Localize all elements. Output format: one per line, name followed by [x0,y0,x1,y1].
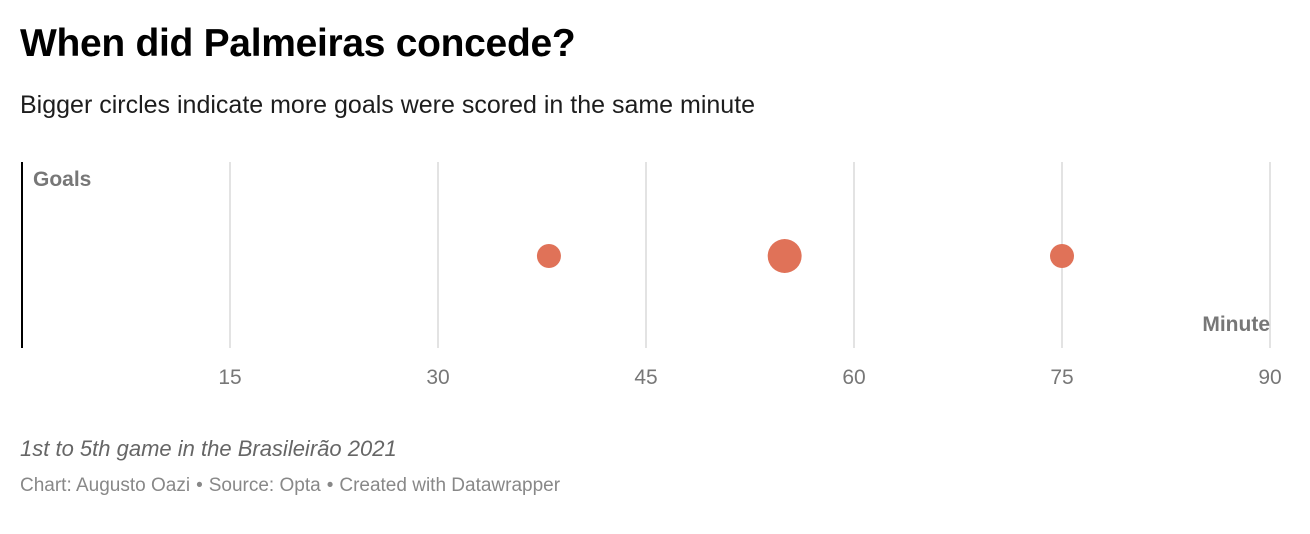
footer-source: Opta [279,475,321,496]
goal-point-minute-55 [767,239,802,273]
x-tick-label-30: 30 [426,366,449,389]
chart-title: When did Palmeiras concede? [20,22,576,65]
footer-separator: • [326,475,334,496]
x-tick-label-60: 60 [842,366,865,389]
x-tick-label-90: 90 [1258,366,1281,389]
x-tick-label-45: 45 [634,366,657,389]
x-tick-labels: 15 30 45 60 75 90 [218,366,1281,389]
goal-points [536,239,1074,273]
y-axis-label: Goals [33,168,91,191]
goals-timeline-chart: Goals Minute 15 30 45 60 75 90 [21,162,1282,389]
gridlines [229,162,1271,348]
chart-notes: 1st to 5th game in the Brasileirão 2021 [20,436,397,461]
x-axis-label: Minute [1202,313,1270,336]
chart-footer: Chart: Augusto Oazi • Source: Opta • Created… [20,475,560,497]
footer-credit: Created with Datawrapper [339,475,561,496]
x-tick-label-75: 75 [1050,366,1073,389]
footer-source-label: Source: [208,475,275,496]
goal-point-minute-75 [1050,244,1074,268]
x-tick-label-15: 15 [218,366,241,389]
footer-separator: • [196,475,203,496]
chart-subtitle: Bigger circles indicate more goals were … [20,91,756,119]
footer-author: Augusto Oazi [75,475,191,496]
footer-chart-label: Chart: [20,475,72,496]
goal-point-minute-38 [536,244,561,268]
